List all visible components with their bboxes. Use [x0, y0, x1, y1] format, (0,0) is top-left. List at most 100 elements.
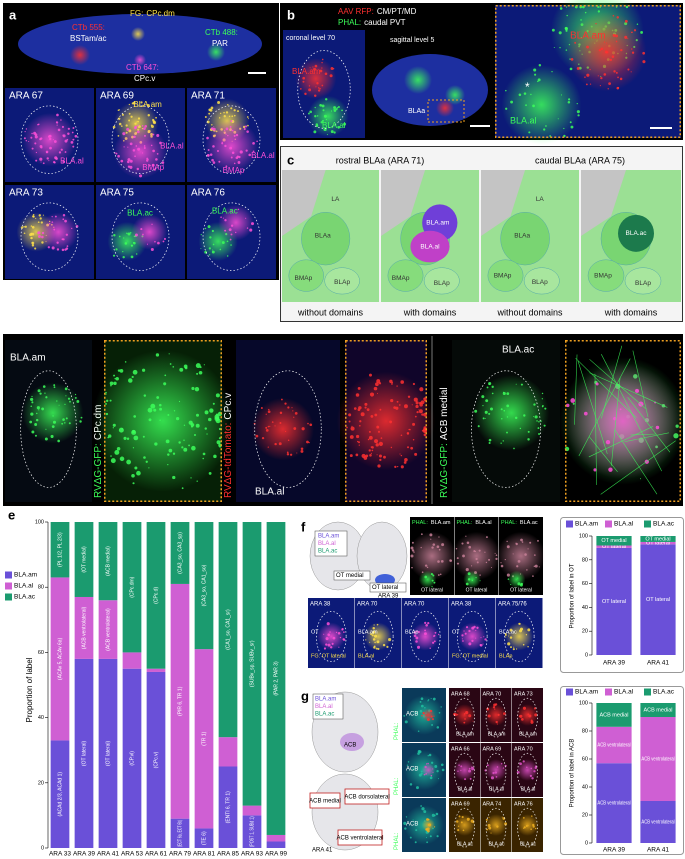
cell — [510, 583, 512, 586]
cell — [178, 400, 181, 403]
cell — [142, 368, 146, 372]
cell — [327, 633, 331, 637]
cell — [486, 828, 488, 831]
cell — [337, 125, 341, 129]
cell — [65, 395, 67, 397]
cell — [208, 247, 212, 250]
signal — [204, 119, 259, 173]
cell — [278, 442, 282, 446]
label: ACB — [344, 743, 356, 749]
cell — [161, 161, 165, 164]
cell — [119, 369, 124, 373]
cell — [500, 562, 502, 564]
cell — [246, 130, 249, 133]
cell — [418, 750, 422, 754]
signal — [336, 371, 436, 471]
y-tick-label: 60 — [582, 756, 588, 762]
region-outline — [485, 752, 507, 793]
cell — [343, 631, 345, 633]
tracer-label: PHAL:BLA.ac — [501, 520, 538, 526]
cell — [441, 543, 445, 547]
cell — [410, 546, 414, 550]
cell — [127, 160, 130, 164]
cell — [154, 240, 156, 243]
tracer: FG: — [130, 9, 143, 18]
cell — [357, 408, 361, 412]
cell — [329, 74, 333, 78]
cell — [549, 135, 552, 137]
label: BLA.am — [315, 697, 336, 703]
cell — [586, 45, 590, 49]
cell — [403, 404, 408, 409]
cell — [39, 144, 43, 148]
cell — [156, 134, 160, 138]
cell — [341, 109, 343, 112]
cell — [490, 567, 493, 569]
cell — [534, 765, 537, 768]
cell — [378, 382, 382, 385]
cell — [507, 642, 511, 646]
cell — [415, 786, 419, 790]
cell — [527, 713, 530, 715]
cell — [474, 409, 478, 413]
cell — [130, 115, 133, 118]
cell — [67, 127, 70, 130]
atlas-region — [481, 170, 526, 236]
cell — [143, 145, 146, 147]
cell — [116, 446, 121, 451]
label: with domains — [403, 307, 457, 317]
label: BLA.am — [456, 731, 474, 737]
cell — [62, 218, 65, 221]
cell — [337, 631, 341, 635]
cell — [31, 225, 35, 229]
cell — [308, 85, 311, 87]
cell — [225, 111, 229, 114]
cell — [522, 816, 525, 819]
cell — [486, 764, 489, 767]
cell — [214, 414, 220, 420]
cell — [371, 634, 374, 637]
cell — [196, 480, 198, 482]
cell — [513, 447, 515, 450]
cell — [516, 770, 520, 774]
segment-label: (CPc.dm) — [129, 576, 135, 597]
cell — [355, 453, 359, 457]
cell — [142, 233, 144, 236]
label: BLA.al — [358, 653, 374, 659]
cell — [504, 558, 506, 561]
tracer: PHAL: — [457, 520, 473, 526]
cell — [422, 711, 425, 715]
cell — [597, 10, 601, 13]
cell — [463, 721, 466, 724]
tracer: PHAL: — [394, 777, 400, 795]
cell — [118, 122, 122, 126]
cell — [55, 121, 59, 124]
cell — [615, 71, 618, 74]
label: BLA.al — [458, 786, 473, 792]
bar-segment — [242, 805, 262, 816]
cell — [309, 67, 311, 69]
cell — [593, 468, 597, 472]
cell — [416, 630, 418, 633]
cell — [333, 131, 336, 134]
cell — [37, 389, 41, 393]
legend-label: BLA.ac — [14, 594, 36, 601]
cell — [196, 372, 199, 375]
cell — [23, 137, 26, 140]
cell — [492, 706, 496, 709]
cell — [419, 700, 422, 703]
cell — [120, 125, 123, 127]
cell — [545, 125, 547, 127]
cell — [191, 386, 195, 391]
cell — [518, 93, 522, 97]
neurite — [614, 429, 658, 495]
cell — [153, 408, 157, 412]
bar-segment — [194, 522, 214, 650]
label: BLA.am — [292, 67, 321, 76]
cell — [413, 551, 415, 553]
atlas-region — [387, 259, 424, 292]
cell — [557, 118, 559, 120]
cell — [485, 818, 488, 821]
cell — [48, 222, 51, 225]
cell — [267, 446, 269, 448]
